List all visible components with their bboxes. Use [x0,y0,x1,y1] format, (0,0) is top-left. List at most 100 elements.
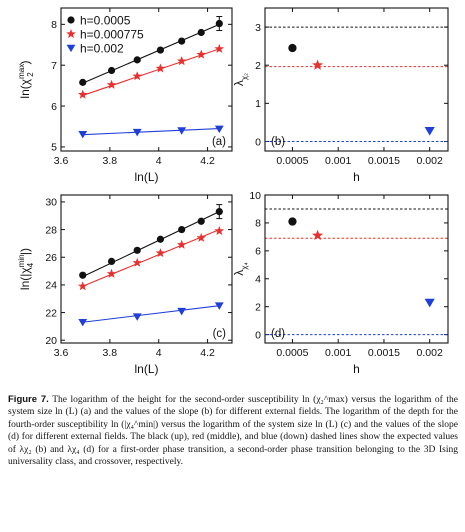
x-tick-label: 0.002 [417,347,443,359]
data-point [78,130,88,139]
data-point [156,235,165,243]
x-tick-label: 3.8 [103,155,118,167]
x-axis-label: h [353,362,360,376]
fit-line [82,305,220,323]
legend-label: h=0.002 [80,42,124,56]
data-point [132,313,142,321]
data-point [156,46,165,54]
data-point [176,56,187,66]
data-point [107,257,116,265]
data-point [177,307,187,316]
data-point [132,257,142,267]
data-point [288,217,297,226]
data-point [178,225,186,234]
data-point [132,71,142,81]
y-tick-label: 20 [45,335,57,347]
data-point [132,128,142,137]
y-tick-label: 6 [255,246,261,258]
y-tick-label: 22 [45,307,57,319]
x-tick-label: 0.0005 [276,347,308,359]
caption-text: The logarithm of the height for the seco… [8,395,458,468]
x-tick-label: 3.6 [54,347,69,359]
x-tick-label: 0.001 [325,155,351,167]
plot-frame [264,194,449,344]
data-point [155,63,166,73]
y-tick-label: 1 [255,98,261,110]
y-axis-label: λχ₂ [232,73,249,86]
x-tick-label: 4 [156,347,162,359]
plot-frame [264,7,449,152]
x-tick-label: 0.0015 [368,155,400,167]
data-point [79,78,87,86]
data-point [133,246,141,254]
data-point [106,268,117,278]
data-point [214,226,225,235]
plot-frame [60,194,233,344]
y-tick-label: 26 [45,252,57,264]
fit-line [82,48,220,96]
y-tick-label: 3 [255,22,261,34]
fit-line [82,211,220,278]
y-tick-label: 24 [45,280,57,292]
data-point [155,248,166,258]
x-tick-label: 0.001 [325,347,351,359]
figure-panels: 3.6 3.8 4 4.25678(a)ln(L)ln(χmax2)h=0.0005h… [17,7,449,376]
y-axis-label: ln(χmax2) [17,60,35,98]
x-axis-label: h [353,170,360,184]
data-point [312,59,324,70]
data-point [424,126,435,136]
x-tick-label: 4.2 [200,347,215,359]
caption-lead: Figure 7. [8,394,49,405]
panel-label: (c) [213,328,227,340]
legend-marker [66,29,76,38]
data-point [197,28,205,37]
data-point [214,302,224,310]
y-tick-label: 8 [255,218,261,230]
x-tick-label: 4.2 [200,155,215,167]
data-point [178,37,186,45]
data-point [424,298,435,308]
y-axis-label: ln(|χmin4|) [17,248,35,290]
data-point [288,43,297,53]
y-tick-label: 28 [45,224,57,236]
fit-line [82,23,220,84]
plot-frame [60,7,233,152]
data-point [133,56,141,64]
y-tick-label: 5 [51,142,57,154]
fit-line [82,229,220,287]
data-point [214,125,224,134]
panel-label: (b) [271,136,285,148]
x-tick-label: 0.002 [417,155,443,167]
y-tick-label: 6 [51,101,57,113]
data-point [196,232,206,242]
y-tick-label: 10 [249,190,261,202]
fit-line [82,127,220,136]
y-tick-label: 2 [255,301,261,313]
y-axis-label: λχ₄ [232,262,249,275]
data-point [177,127,187,135]
data-point [176,239,187,249]
legend-label: h=0.000775 [80,28,144,42]
x-axis-label: ln(L) [134,170,158,184]
data-point [312,229,324,241]
data-point [106,79,117,89]
data-point [196,49,206,59]
panel-label: (a) [212,136,226,148]
y-tick-label: 30 [45,197,57,209]
data-point [197,217,205,225]
figure-caption: Figure 7. The logarithm of the height fo… [8,394,458,468]
data-point [214,43,225,53]
x-tick-label: 3.8 [103,347,118,359]
y-tick-label: 4 [255,274,261,286]
y-tick-label: 2 [255,60,261,72]
data-point [78,89,88,99]
legend-marker [67,16,75,24]
data-point [78,281,88,291]
y-tick-label: 8 [51,19,57,31]
y-tick-label: 0 [255,136,261,148]
x-tick-label: 0.0005 [276,155,308,167]
x-axis-label: ln(L) [134,362,158,376]
data-point [107,66,116,75]
x-tick-label: 0.0015 [368,347,400,359]
legend-label: h=0.0005 [80,14,131,28]
